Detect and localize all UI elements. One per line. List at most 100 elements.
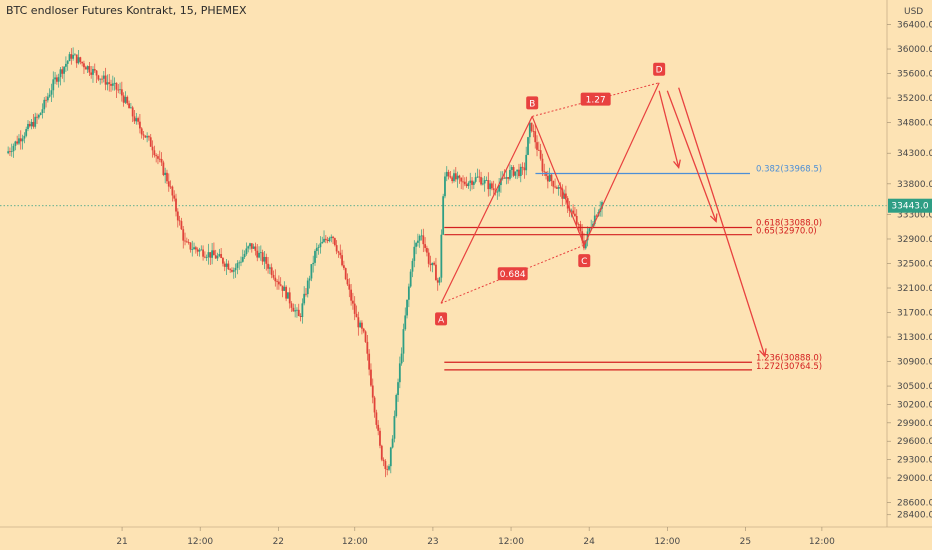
candle-body (469, 180, 472, 183)
price-axis[interactable]: 28400.0 28600.0 29000.0 29300.0 29600.0 29900… (887, 21, 932, 521)
candle-body (572, 210, 575, 214)
fib-level-label: 1.272(30764.5) (756, 362, 822, 372)
pattern-point-label: A (438, 315, 445, 325)
candle-body (431, 262, 434, 266)
candle-body (52, 79, 55, 91)
candle-body (72, 54, 75, 59)
candle-body (184, 240, 186, 242)
candle-body (305, 293, 307, 295)
candle-body (359, 322, 362, 328)
candle-body (337, 251, 340, 253)
candle-body (364, 331, 367, 342)
candle-body (135, 118, 138, 122)
candle-body (28, 123, 31, 127)
candle-body (384, 461, 387, 470)
candle-body (487, 180, 490, 190)
candle-body (259, 252, 262, 254)
candle-body (250, 243, 253, 249)
candle-body (292, 307, 295, 312)
candle-body (256, 250, 259, 258)
candle-body (315, 247, 318, 252)
candle-body (429, 263, 432, 266)
candle-body (193, 247, 195, 250)
pattern-point-label: C (581, 257, 587, 267)
y-tick-label: 36400.0 (897, 21, 932, 31)
candle-body (485, 180, 488, 181)
candle-body (157, 156, 159, 159)
candle-body (290, 303, 293, 308)
candle-body (463, 181, 466, 185)
fib-level-label: 1.236(30888.0) (756, 353, 822, 363)
time-axis[interactable]: 21 12:00 22 12:00 23 12:00 24 12:00 25 12:00 (116, 527, 835, 547)
y-tick-label: 30900.0 (897, 358, 932, 368)
candle-body (169, 186, 172, 188)
candle-body (223, 263, 226, 267)
y-tick-label: 35600.0 (897, 70, 932, 80)
candle-body (68, 54, 71, 62)
ratio-label: 0.684 (500, 270, 526, 280)
x-tick-label: 21 (116, 537, 127, 547)
candle-body (164, 172, 167, 175)
y-tick-label: 28600.0 (897, 498, 932, 508)
candle-body (21, 138, 24, 142)
candle-body (218, 254, 221, 256)
candle-body (222, 258, 224, 264)
candle-body (281, 285, 284, 291)
candle-body (50, 90, 53, 95)
candle-body (474, 177, 477, 182)
candle-body (380, 445, 383, 460)
candle-body (133, 116, 136, 122)
candle-body (324, 238, 327, 240)
candle-body (220, 254, 223, 259)
last-price-badge (888, 198, 932, 213)
candle-body (574, 213, 576, 216)
candle-body (532, 131, 535, 132)
candle-body (303, 293, 306, 304)
candle-body (512, 167, 515, 176)
candle-body (92, 69, 94, 75)
candle-body (84, 67, 87, 70)
candle-body (229, 269, 232, 271)
candle-body (440, 234, 443, 278)
candle-body (342, 265, 345, 269)
candle-body (519, 166, 522, 177)
candle-body (555, 187, 558, 189)
candle-body (481, 183, 484, 185)
candle-body (117, 89, 120, 91)
candle-body (111, 83, 114, 86)
candle-body (119, 89, 121, 91)
candle-body (238, 262, 241, 264)
candle-body (341, 255, 343, 266)
candle-body (270, 267, 273, 275)
candle-body (492, 188, 495, 191)
candle-body (252, 246, 255, 249)
candle-body (476, 176, 479, 178)
candle-body (317, 247, 320, 248)
candle-body (258, 252, 260, 258)
candle-body (411, 260, 414, 272)
candle-body (406, 299, 408, 316)
candle-body (59, 69, 62, 78)
projection-arrow (678, 87, 766, 357)
candle-body (104, 75, 107, 85)
candle-body (48, 94, 51, 97)
candle-body (536, 142, 538, 150)
candle-body (287, 292, 289, 299)
ratio-badge (580, 92, 611, 106)
candle-body (588, 228, 591, 232)
candle-body (196, 249, 199, 252)
candle-body (236, 263, 239, 268)
candle-body (247, 246, 250, 249)
candle-body (530, 122, 533, 132)
candle-body (194, 247, 197, 250)
candle-body (505, 177, 508, 179)
y-tick-label: 29600.0 (897, 437, 932, 447)
candle-body (352, 300, 354, 304)
candle-body (370, 369, 372, 386)
candle-body (153, 150, 156, 156)
y-tick-label: 36000.0 (897, 45, 932, 55)
candle-body (267, 263, 269, 269)
candle-body (319, 243, 322, 248)
candle-body (187, 242, 190, 243)
